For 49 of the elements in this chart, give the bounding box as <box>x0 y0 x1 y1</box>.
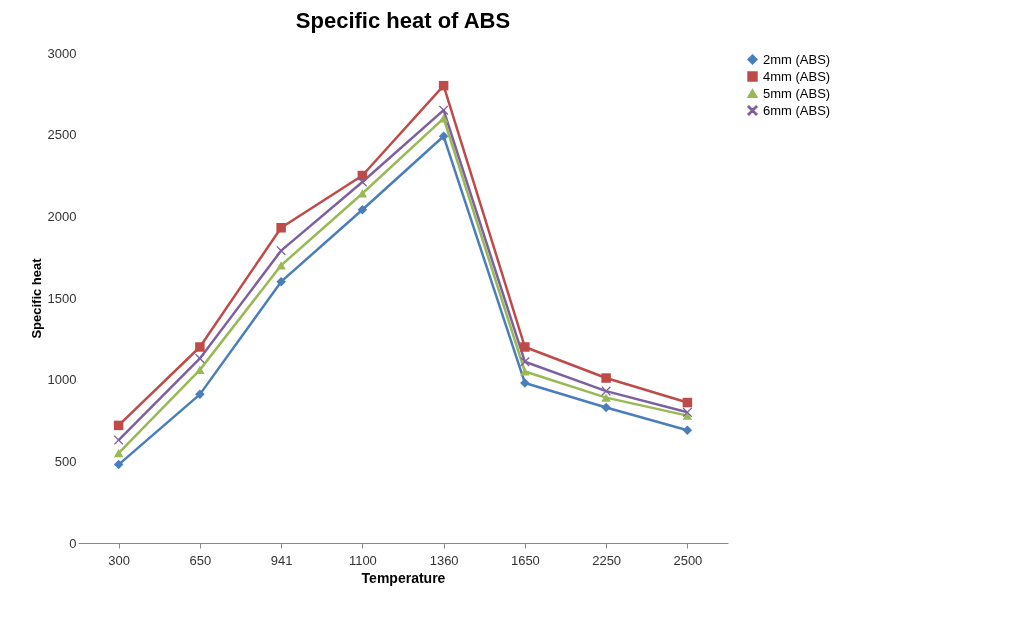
y-tick-label: 2000 <box>47 208 77 224</box>
legend-label: 4mm (ABS) <box>763 68 831 84</box>
y-tick-label: 0 <box>69 535 77 551</box>
point <box>113 420 124 431</box>
point <box>276 276 286 287</box>
point <box>438 80 449 91</box>
x-tick-label: 1650 <box>510 552 540 568</box>
point <box>520 367 530 376</box>
point <box>113 435 124 445</box>
point <box>276 223 286 233</box>
point <box>195 353 205 364</box>
x-tick-label: 1100 <box>348 552 377 568</box>
point <box>601 373 611 383</box>
y-tick-label: 3000 <box>47 45 77 61</box>
point <box>113 449 124 458</box>
point <box>113 459 124 470</box>
point <box>195 365 205 374</box>
point <box>357 205 368 215</box>
x-tick-label: 2250 <box>592 552 622 568</box>
legend-label: 2mm (ABS) <box>763 51 831 67</box>
y-tick-label: 1500 <box>47 290 77 306</box>
y-axis-title: Specific heat <box>28 257 44 339</box>
x-tick-label: 650 <box>189 552 212 568</box>
point <box>601 393 611 402</box>
point <box>438 105 449 115</box>
legend-label: 6mm (ABS) <box>763 102 831 118</box>
point <box>357 189 368 198</box>
point <box>195 389 205 400</box>
x-tick-label: 300 <box>108 552 130 568</box>
y-tick-label: 500 <box>54 453 77 469</box>
point <box>195 342 205 352</box>
chart-title: Specific heat of ABS <box>295 8 511 33</box>
point <box>682 397 693 408</box>
x-tick-label: 941 <box>270 552 293 568</box>
x-tick-label: 1360 <box>429 552 459 568</box>
y-tick-label: 2500 <box>47 127 77 143</box>
point <box>682 425 693 436</box>
point <box>520 342 530 352</box>
x-tick-label: 2500 <box>673 552 703 568</box>
legend-label: 5mm (ABS) <box>763 85 831 101</box>
point <box>682 407 693 418</box>
point <box>276 245 286 256</box>
point <box>520 356 530 367</box>
y-tick-label: 1000 <box>47 372 77 388</box>
point <box>601 402 611 413</box>
point <box>438 131 449 142</box>
point <box>357 177 368 187</box>
point <box>276 261 286 270</box>
x-axis-title: Temperature <box>361 569 446 586</box>
